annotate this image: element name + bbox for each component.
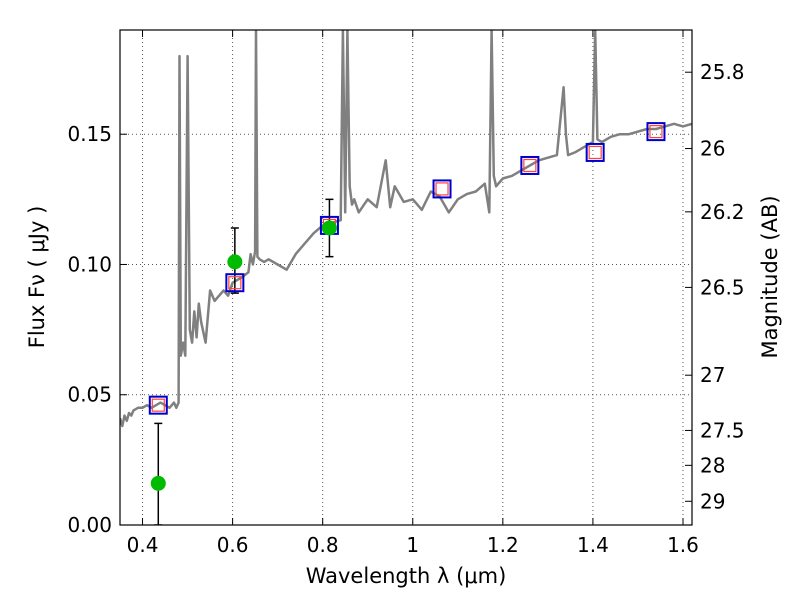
x-tick-label: 0.4 [127, 533, 159, 557]
right-tick-label: 29 [700, 489, 725, 513]
model-flux-square [585, 142, 605, 162]
model-flux-inner-square [435, 182, 449, 196]
plot-data-layer [120, 30, 692, 525]
grid-layer [120, 30, 692, 526]
model-flux-inner-square [228, 276, 242, 290]
observed-point [150, 475, 166, 491]
right-tick-label: 25.8 [700, 60, 745, 84]
ticks-layer: 0.4 0.6 0.8 1 1.2 1.4 1.6 0.00 0.05 0.10 0.15 25.8 2… [67, 30, 745, 557]
model-flux-inner-square [588, 145, 602, 160]
model-flux-inner-square [151, 398, 165, 412]
model-flux-square [148, 395, 168, 415]
x-tick-label: 1.6 [667, 533, 699, 557]
y-tick-label: 0.05 [67, 383, 112, 407]
x-tick-label: 0.6 [217, 533, 249, 557]
x-tick-label: 1 [406, 533, 419, 557]
model-flux-square [432, 179, 452, 199]
model-flux-square [646, 122, 666, 142]
plot-frame [119, 29, 693, 526]
right-tick-label: 27.5 [700, 418, 745, 442]
y-tick-label: 0.15 [67, 122, 112, 146]
right-tick-label: 26 [700, 137, 725, 161]
y-tick-label: 0.00 [67, 513, 112, 537]
x-axis-label: Wavelength λ (μm) [306, 564, 507, 588]
right-tick-label: 26.2 [700, 200, 745, 224]
observed-point [321, 220, 337, 236]
y-axis-label: Flux Fν ( μJy ) [25, 206, 49, 349]
x-tick-label: 1.4 [577, 533, 609, 557]
observed-point [227, 254, 243, 270]
y-axis-right-label: Magnitude (AB) [758, 195, 782, 358]
model-flux-inner-square [649, 125, 663, 139]
right-tick-label: 27 [700, 363, 725, 387]
model-flux-square [520, 155, 540, 175]
model-flux-square [225, 273, 245, 293]
model-spectrum-line [120, 30, 692, 428]
y-tick-label: 0.10 [67, 252, 112, 276]
right-tick-label: 26.5 [700, 275, 745, 299]
x-tick-label: 0.8 [307, 533, 339, 557]
right-tick-label: 28 [700, 453, 725, 477]
model-flux-inner-square [523, 158, 537, 173]
x-tick-label: 1.2 [487, 533, 519, 557]
